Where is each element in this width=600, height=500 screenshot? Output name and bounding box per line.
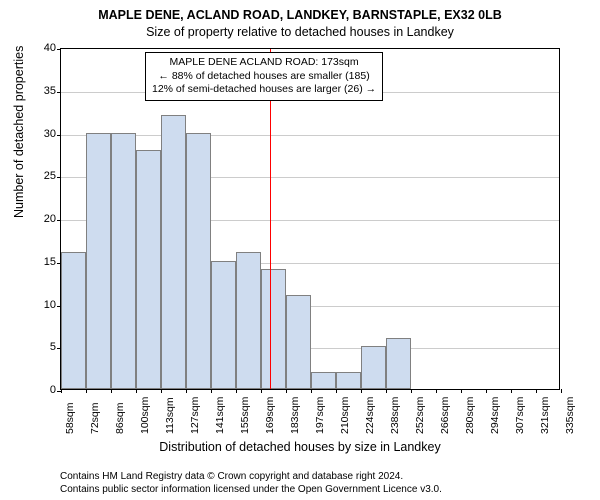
xtick-label: 86sqm [114,402,126,434]
histogram-bar [286,295,311,389]
xtick-mark [136,389,137,393]
xtick-mark [86,389,87,393]
xtick-label: 183sqm [289,397,301,434]
ytick-mark [57,135,61,136]
xtick-mark [561,389,562,393]
xtick-label: 141sqm [214,397,226,434]
xtick-mark [186,389,187,393]
ytick-label: 30 [26,128,56,140]
xtick-label: 307sqm [514,397,526,434]
histogram-bar [211,261,236,389]
xtick-label: 280sqm [464,397,476,434]
xtick-mark [61,389,62,393]
histogram-bar [86,133,111,390]
annotation-line2: ← 88% of detached houses are smaller (18… [152,70,376,84]
ytick-label: 20 [26,213,56,225]
xtick-label: 127sqm [189,397,201,434]
xtick-mark [386,389,387,393]
xtick-label: 321sqm [539,397,551,434]
histogram-bar [186,133,211,390]
y-axis-label: Number of detached properties [12,46,26,218]
ytick-label: 25 [26,170,56,182]
ytick-mark [57,49,61,50]
histogram-bar [386,338,411,389]
annotation-line3: 12% of semi-detached houses are larger (… [152,83,376,97]
xtick-mark [361,389,362,393]
histogram-bar [161,115,186,389]
xtick-label: 100sqm [139,397,151,434]
chart-subtitle: Size of property relative to detached ho… [0,25,600,39]
xtick-label: 197sqm [314,397,326,434]
histogram-bar [236,252,261,389]
xtick-label: 210sqm [339,397,351,434]
xtick-mark [486,389,487,393]
histogram-bar [136,150,161,389]
histogram-bar [336,372,361,389]
histogram-bar [261,269,286,389]
xtick-mark [336,389,337,393]
xtick-mark [286,389,287,393]
histogram-bar [311,372,336,389]
ytick-label: 35 [26,85,56,97]
histogram-bar [111,133,136,390]
xtick-label: 252sqm [414,397,426,434]
ytick-label: 5 [26,341,56,353]
xtick-label: 155sqm [239,397,251,434]
xtick-mark [461,389,462,393]
xtick-mark [436,389,437,393]
xtick-label: 58sqm [64,402,76,434]
xtick-mark [511,389,512,393]
histogram-bar [61,252,86,389]
ytick-mark [57,177,61,178]
xtick-mark [261,389,262,393]
xtick-label: 224sqm [364,397,376,434]
histogram-bar [361,346,386,389]
xtick-mark [536,389,537,393]
xtick-label: 294sqm [489,397,501,434]
attribution-line2: Contains public sector information licen… [60,484,442,497]
ytick-mark [57,220,61,221]
annotation-box: MAPLE DENE ACLAND ROAD: 173sqm← 88% of d… [145,52,383,101]
xtick-label: 238sqm [389,397,401,434]
xtick-label: 72sqm [89,402,101,434]
xtick-label: 113sqm [164,397,176,434]
xtick-mark [111,389,112,393]
ytick-label: 15 [26,256,56,268]
annotation-line1: MAPLE DENE ACLAND ROAD: 173sqm [152,56,376,70]
xtick-mark [161,389,162,393]
ytick-mark [57,92,61,93]
xtick-label: 169sqm [264,397,276,434]
xtick-mark [211,389,212,393]
xtick-label: 266sqm [439,397,451,434]
xtick-label: 335sqm [564,397,576,434]
ytick-label: 10 [26,299,56,311]
ytick-label: 0 [26,384,56,396]
x-axis-label: Distribution of detached houses by size … [0,440,600,454]
xtick-mark [411,389,412,393]
attribution-text: Contains HM Land Registry data © Crown c… [60,471,442,496]
attribution-line1: Contains HM Land Registry data © Crown c… [60,471,442,484]
ytick-label: 40 [26,42,56,54]
xtick-mark [311,389,312,393]
chart-title-address: MAPLE DENE, ACLAND ROAD, LANDKEY, BARNST… [0,8,600,22]
xtick-mark [236,389,237,393]
